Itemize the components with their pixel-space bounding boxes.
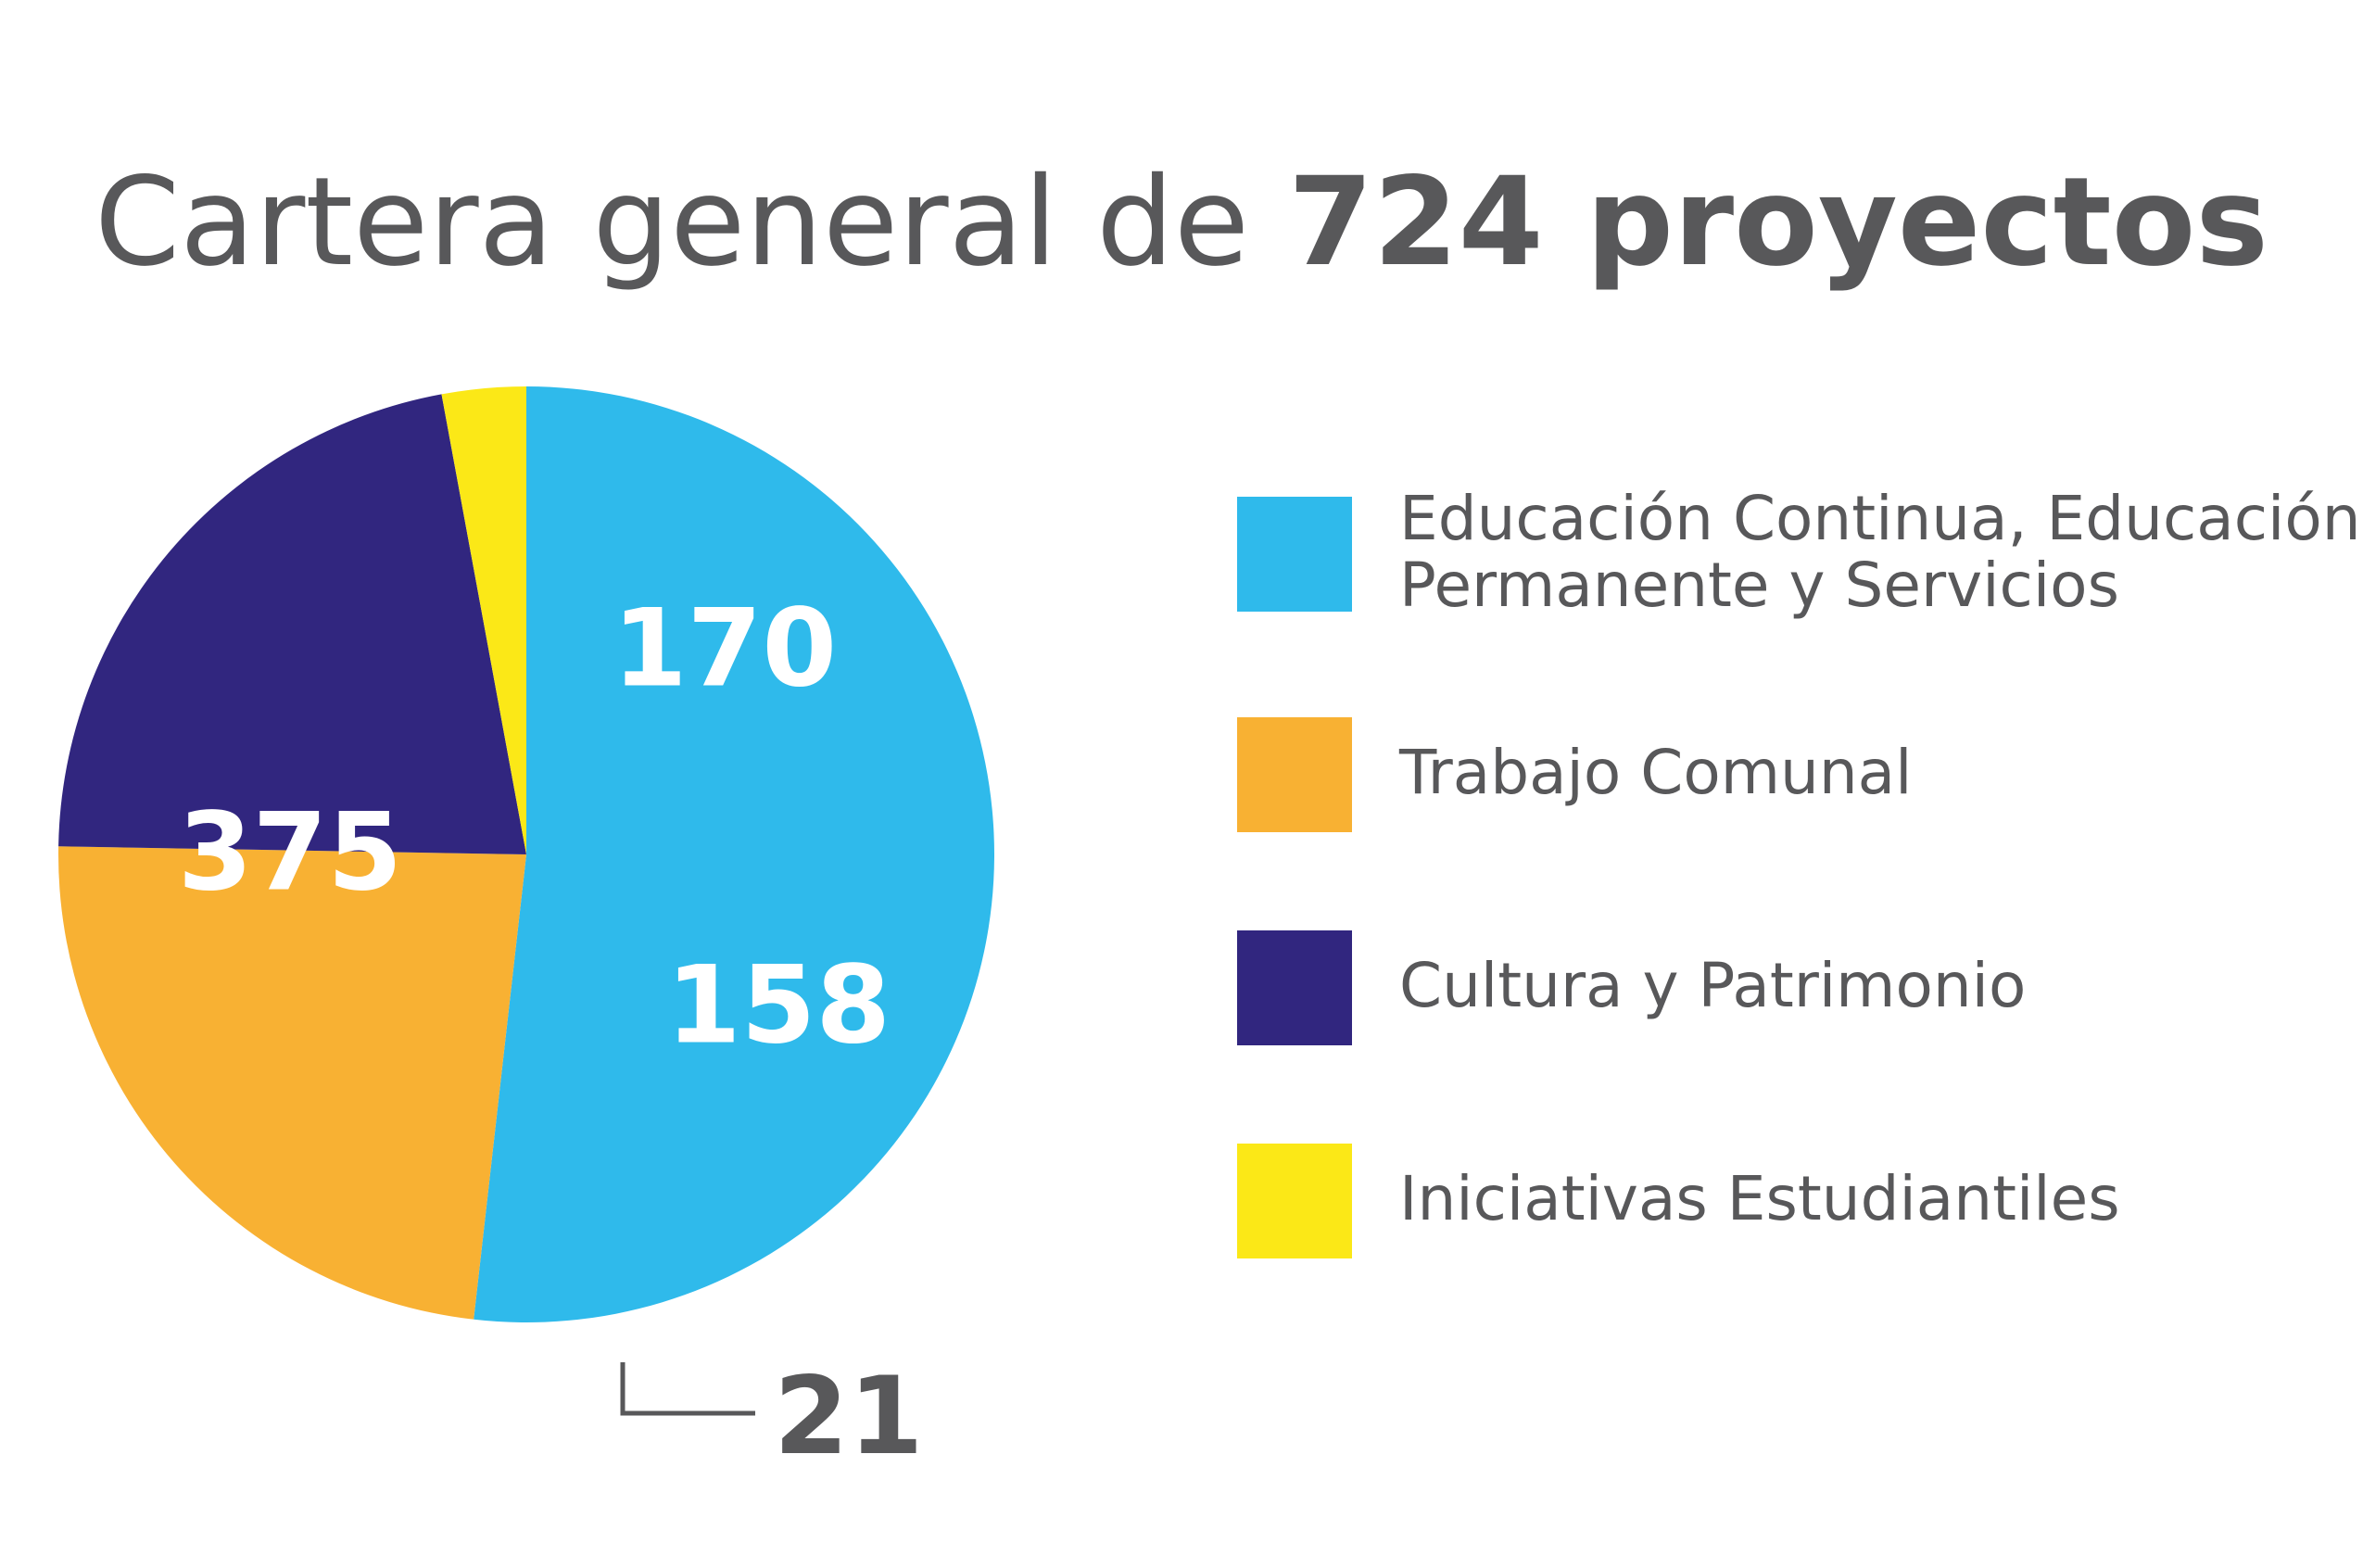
small-slice-callout: 21 [620, 1354, 923, 1479]
pie-slice [441, 386, 526, 854]
callout-line [620, 1362, 755, 1416]
legend: Educación Continua, EducaciónPermanente … [1237, 483, 2361, 1258]
pie-slice [474, 386, 994, 1322]
pie-slice [57, 846, 527, 1320]
pie-slice-label: 170 [613, 587, 837, 712]
pie-slice-label: 158 [666, 943, 891, 1069]
pie-slices [57, 386, 994, 1322]
pie-slice-label: 375 [178, 790, 402, 916]
legend-swatch [1237, 717, 1352, 832]
chart-title-regular: Cartera general de [95, 151, 1249, 294]
pie-slice [58, 394, 527, 854]
pie-slice-label: 21 [774, 1354, 923, 1479]
chart-title-bold: 724 proyectos [1288, 151, 2268, 294]
legend-swatch [1237, 497, 1352, 612]
legend-swatch [1237, 930, 1352, 1045]
legend-label: Permanente y Servicios [1399, 550, 2119, 621]
legend-label: Cultura y Patrimonio [1399, 950, 2026, 1021]
legend-label: Trabajo Comunal [1398, 737, 1912, 808]
legend-label: Educación Continua, Educación [1399, 483, 2361, 554]
chart-title: Cartera general de 724 proyectos [95, 151, 2268, 294]
legend-label: Iniciativas Estudiantiles [1399, 1163, 2120, 1234]
legend-swatch [1237, 1144, 1352, 1258]
pie-slice-labels: 375 170 158 [178, 587, 891, 1069]
